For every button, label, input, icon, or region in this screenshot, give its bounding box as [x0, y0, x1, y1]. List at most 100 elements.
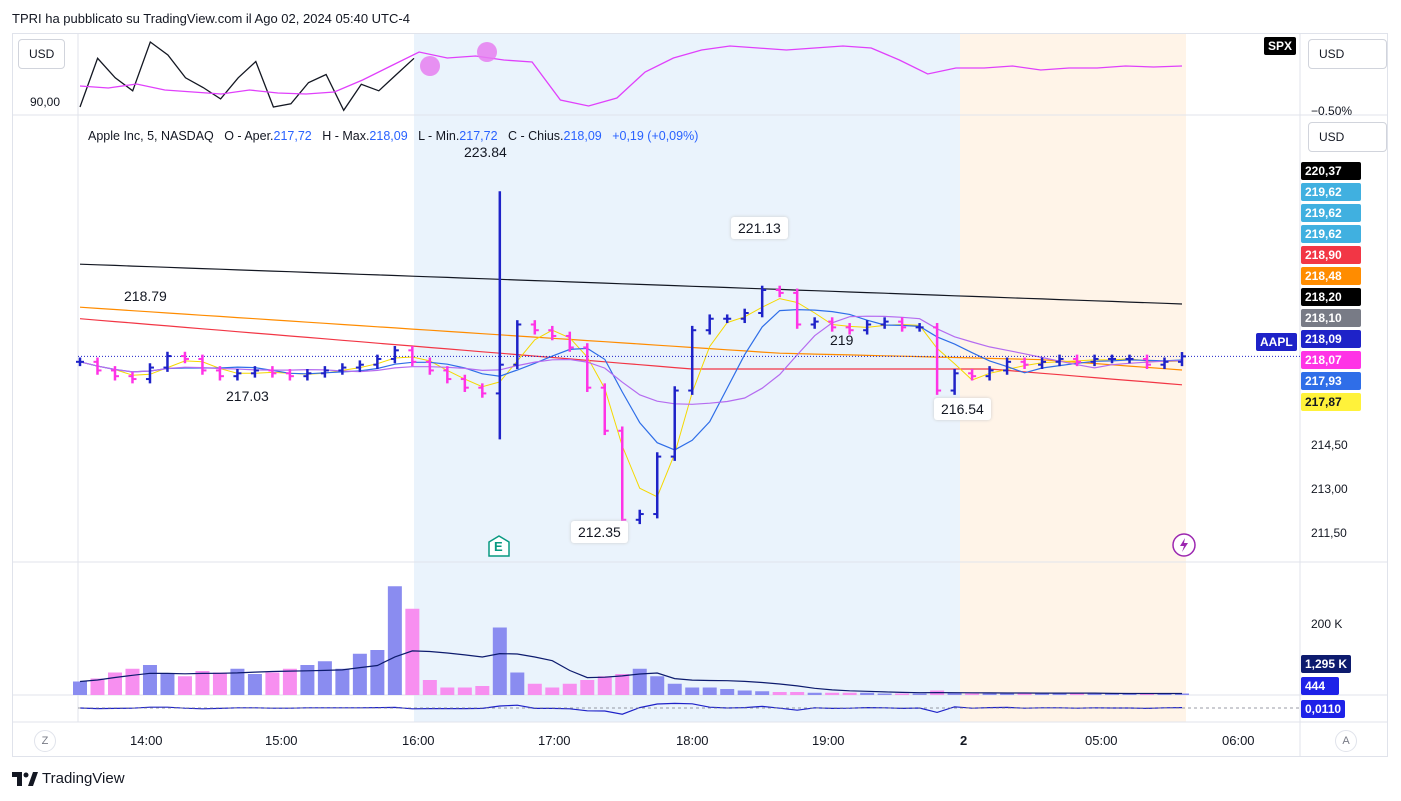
tradingview-brand-text: TradingView — [42, 770, 125, 787]
volume-bar — [1035, 693, 1050, 695]
price-tag: 218,48 — [1301, 267, 1361, 285]
volume-bar — [685, 687, 700, 695]
annotation-219: 219 — [830, 332, 854, 348]
premarket-shade — [414, 34, 960, 722]
volume-bar — [370, 650, 385, 695]
price-tag: 218,09 — [1301, 330, 1361, 348]
lightning-icon[interactable] — [1172, 533, 1196, 557]
volume-bar — [125, 668, 140, 695]
ma-10-line — [79, 315, 1183, 405]
volume-bar — [142, 665, 157, 695]
earnings-marker[interactable]: E — [488, 535, 510, 557]
time-tick-label: 16:00 — [402, 733, 435, 748]
volume-bar — [650, 676, 665, 695]
main-currency-button[interactable]: USD — [1308, 122, 1387, 152]
top-currency-right-button[interactable]: USD — [1308, 39, 1387, 69]
volume-bar — [510, 672, 525, 695]
aftermarket-shade — [960, 34, 1186, 722]
volume-bar — [545, 687, 560, 695]
legend-close-value: 218,09 — [563, 129, 602, 143]
volume-ma-tag: 1,295 K — [1301, 655, 1352, 673]
volume-bar — [807, 692, 822, 695]
volume-bar — [107, 672, 122, 695]
auto-scale-a-button[interactable]: A — [1335, 730, 1357, 752]
volume-bar — [825, 692, 840, 695]
volume-bar — [1017, 693, 1032, 695]
ma-50-line — [79, 318, 1183, 386]
volume-bar — [912, 693, 927, 695]
y-tick-211-50: 211,50 — [1311, 526, 1347, 540]
earnings-marker-label: E — [494, 539, 503, 554]
annotation-218-79: 218.79 — [124, 288, 167, 304]
volume-bar — [982, 693, 997, 695]
volume-bar — [597, 676, 612, 695]
symbol-legend: Apple Inc, 5, NASDAQ O - Aper.217,72 H -… — [88, 129, 698, 143]
volume-bar — [387, 586, 402, 695]
time-tick-label: 17:00 — [538, 733, 571, 748]
annotation-217-03: 217.03 — [226, 388, 269, 404]
ma-6-line — [79, 308, 1183, 451]
legend-high-value: 218,09 — [369, 129, 408, 143]
oscillator-tag: 0,0110 — [1301, 700, 1346, 718]
volume-bar — [772, 692, 787, 695]
time-tick-label: 06:00 — [1222, 733, 1255, 748]
volume-bar — [212, 672, 227, 695]
tradingview-logo[interactable]: TradingView — [12, 770, 125, 787]
volume-bar — [352, 653, 367, 695]
aapl-symbol-tag[interactable]: AAPL — [1256, 333, 1297, 351]
volume-bar — [1157, 693, 1172, 695]
volume-ma-line — [79, 650, 1182, 695]
price-tag: 217,87 — [1301, 393, 1361, 411]
volume-bar — [842, 692, 857, 695]
tradingview-logo-icon — [12, 771, 38, 786]
legend-symbol: Apple Inc, 5, NASDAQ — [88, 129, 214, 143]
volume-bar — [405, 608, 420, 695]
volume-bar — [580, 680, 595, 695]
volume-bar — [1175, 693, 1189, 695]
y-tick-214-50: 214,50 — [1311, 438, 1348, 452]
legend-low-label: L - Min. — [418, 129, 460, 143]
time-tick-label: 15:00 — [265, 733, 298, 748]
volume-bar — [720, 689, 735, 695]
volume-bar — [895, 693, 910, 695]
volume-bar — [877, 693, 892, 695]
volume-last-tag: 444 — [1301, 677, 1339, 695]
relative-strength-line — [79, 45, 1183, 107]
volume-bar — [1052, 693, 1067, 695]
spx-compare-line — [79, 40, 415, 112]
auto-scale-z-button[interactable]: Z — [34, 730, 56, 752]
spx-symbol-badge[interactable]: SPX — [1264, 37, 1297, 55]
legend-open-label: O - Aper. — [224, 129, 274, 143]
ma-100-line — [79, 306, 1183, 371]
legend-close-label: C - Chius. — [507, 129, 564, 143]
top-currency-left-button[interactable]: USD — [18, 39, 66, 69]
price-tag: 218,90 — [1301, 246, 1361, 264]
volume-bar — [632, 668, 647, 695]
volume-bar — [230, 668, 245, 695]
volume-bar — [440, 687, 455, 695]
time-tick-label: 19:00 — [812, 733, 845, 748]
top-left-scale-label: 90,00 — [30, 95, 61, 109]
time-tick-label: 2 — [960, 733, 968, 748]
volume-bar — [317, 661, 332, 695]
time-tick-label: 05:00 — [1085, 733, 1118, 748]
volume-bar — [247, 674, 262, 695]
price-tag: 219,62 — [1301, 183, 1361, 201]
price-tag: 219,62 — [1301, 225, 1361, 243]
publish-caption: TPRI ha pubblicato su TradingView.com il… — [12, 11, 410, 26]
volume-bar — [1000, 693, 1015, 695]
y-tick-213-00: 213,00 — [1311, 482, 1348, 496]
legend-low-value: 217,72 — [459, 129, 498, 143]
ma-200-line — [79, 263, 1183, 305]
annotation-low: 212.35 — [571, 521, 628, 543]
legend-open-value: 217,72 — [273, 129, 312, 143]
volume-bar — [790, 692, 805, 695]
volume-bar — [615, 674, 630, 695]
time-tick-label: 18:00 — [676, 733, 709, 748]
volume-bar — [422, 680, 437, 695]
volume-bar — [1070, 693, 1085, 695]
price-tag: 218,10 — [1301, 309, 1361, 327]
volume-bar — [737, 690, 752, 695]
signal-dot — [420, 56, 440, 76]
